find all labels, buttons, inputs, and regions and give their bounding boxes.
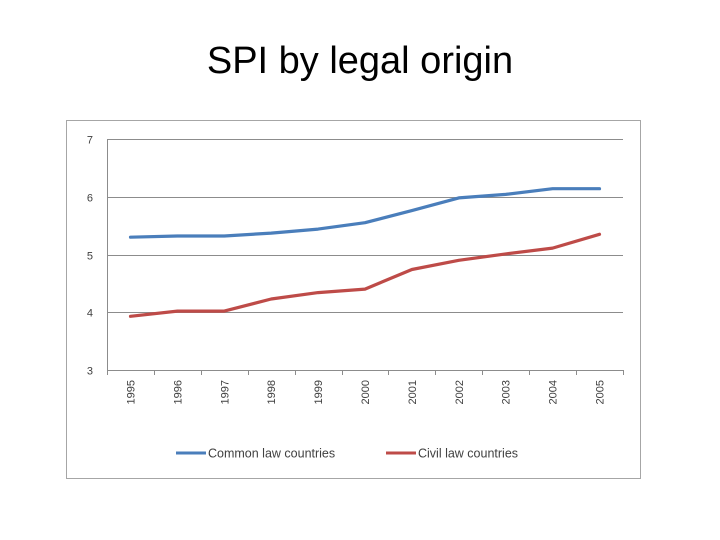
legend-label: Common law countries xyxy=(208,447,335,461)
x-tick-label: 1996 xyxy=(172,380,184,404)
x-tick-label: 2003 xyxy=(501,380,513,404)
x-tick-label: 2004 xyxy=(548,380,560,404)
legend-label: Civil law countries xyxy=(418,447,518,461)
y-tick-label: 4 xyxy=(87,308,93,320)
y-tick-label: 7 xyxy=(87,135,93,147)
slide-title: SPI by legal origin xyxy=(206,40,514,82)
x-tick-label: 2002 xyxy=(454,380,466,404)
x-tick-label: 2001 xyxy=(407,380,419,404)
y-tick-label: 6 xyxy=(87,193,93,205)
x-tick-label: 2000 xyxy=(360,380,372,404)
y-tick-label: 5 xyxy=(87,251,93,263)
x-tick-label: 1998 xyxy=(266,380,278,404)
chart-frame xyxy=(66,120,641,479)
y-tick-label: 3 xyxy=(87,366,93,378)
x-tick-label: 1995 xyxy=(125,380,137,404)
x-tick-label: 1997 xyxy=(219,380,231,404)
x-tick-label: 1999 xyxy=(313,380,325,404)
x-tick-label: 2005 xyxy=(595,380,607,404)
